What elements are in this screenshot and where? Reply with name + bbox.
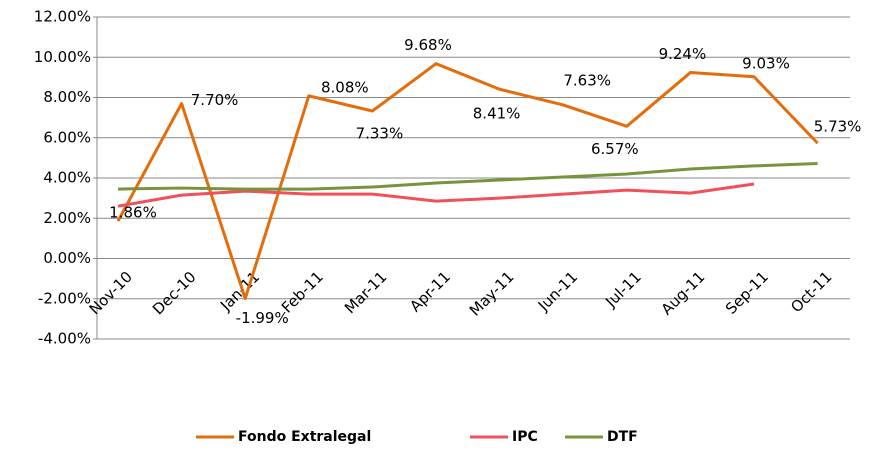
x-tick-label: Jan-11 bbox=[216, 268, 263, 315]
x-tick-label: Dec-10 bbox=[149, 268, 200, 319]
data-label: 9.68% bbox=[404, 36, 452, 54]
y-tick-label: 12.00% bbox=[34, 8, 91, 26]
data-label: 7.63% bbox=[563, 71, 611, 89]
y-tick-label: 6.00% bbox=[43, 128, 91, 146]
series-line bbox=[117, 162, 818, 191]
x-tick-label: Apr-11 bbox=[406, 268, 454, 316]
x-tick-label: Mar-11 bbox=[341, 268, 390, 317]
y-tick-label: 2.00% bbox=[43, 209, 91, 227]
series-line bbox=[117, 182, 755, 208]
data-label: 8.41% bbox=[473, 105, 521, 123]
data-label: 6.57% bbox=[591, 140, 639, 158]
data-label: -1.99% bbox=[236, 309, 289, 327]
y-tick-label: 4.00% bbox=[43, 169, 91, 187]
x-tick-label: Jun-11 bbox=[534, 268, 581, 315]
data-label: 9.24% bbox=[659, 45, 707, 63]
x-tick-label: Oct-11 bbox=[787, 268, 835, 316]
y-tick-label: -4.00% bbox=[38, 330, 91, 348]
x-tick-label: Sep-11 bbox=[722, 268, 772, 318]
legend-label: IPC bbox=[512, 429, 538, 445]
data-label: 1.86% bbox=[109, 204, 157, 222]
data-label: 5.73% bbox=[814, 118, 862, 136]
data-label: 7.33% bbox=[356, 124, 404, 142]
x-tick-label: Aug-11 bbox=[658, 268, 709, 319]
data-label: 8.08% bbox=[321, 78, 369, 96]
x-tick-label: May-11 bbox=[466, 268, 518, 320]
legend-label: DTF bbox=[607, 429, 638, 445]
y-tick-label: -2.00% bbox=[38, 289, 91, 307]
legend-label: Fondo Extralegal bbox=[238, 429, 371, 445]
data-label: 9.03% bbox=[742, 54, 790, 72]
series-line bbox=[116, 62, 819, 301]
x-tick-label: Nov-10 bbox=[86, 268, 136, 318]
data-label: 7.70% bbox=[191, 91, 239, 109]
y-tick-label: 8.00% bbox=[43, 88, 91, 106]
x-tick-label: Jul-11 bbox=[601, 268, 645, 312]
y-tick-label: 0.00% bbox=[43, 249, 91, 267]
y-tick-label: 10.00% bbox=[34, 48, 91, 66]
